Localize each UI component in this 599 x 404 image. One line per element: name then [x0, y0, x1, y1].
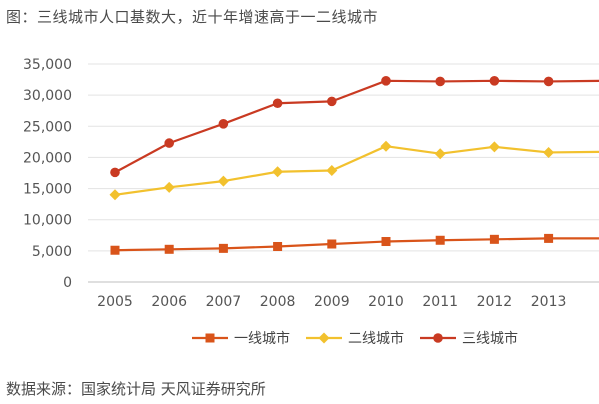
y-tick-label: 5,000 — [32, 244, 72, 260]
data-point — [436, 236, 445, 245]
y-tick-label: 30,000 — [23, 88, 72, 104]
data-point — [326, 165, 337, 176]
y-axis-ticks: 0 5,000 10,000 15,000 20,000 25,000 30,000 35,0… — [23, 57, 72, 291]
data-point — [164, 182, 175, 193]
data-point — [272, 166, 283, 177]
data-point — [165, 245, 174, 254]
y-tick-label: 10,000 — [23, 213, 72, 229]
data-point — [273, 242, 282, 251]
x-tick-label: 2009 — [314, 294, 350, 310]
data-point — [544, 234, 553, 243]
legend-label: 二线城市 — [348, 330, 404, 347]
data-point — [382, 237, 391, 246]
data-point — [327, 240, 336, 249]
x-tick-label: 2011 — [422, 294, 458, 310]
data-point — [490, 76, 500, 86]
x-tick-label: 2005 — [97, 294, 133, 310]
y-tick-label: 0 — [63, 275, 72, 291]
data-point — [111, 246, 120, 255]
legend-label: 三线城市 — [462, 330, 518, 347]
data-point — [544, 77, 554, 87]
legend-marker — [433, 333, 443, 343]
x-tick-label: 2008 — [260, 294, 296, 310]
x-tick-label: 2013 — [531, 294, 567, 310]
data-point — [110, 189, 121, 200]
data-point — [381, 141, 392, 152]
x-tick-label: 2012 — [477, 294, 513, 310]
y-tick-label: 15,000 — [23, 182, 72, 198]
data-point — [219, 244, 228, 253]
x-tick-label: 2007 — [206, 294, 242, 310]
y-tick-label: 25,000 — [23, 119, 72, 135]
legend-marker — [319, 333, 330, 344]
series-line — [115, 238, 599, 250]
data-point — [327, 97, 337, 107]
data-point — [110, 168, 120, 178]
data-point — [218, 176, 229, 187]
x-axis-ticks: 2005200620072008200920102011201220132 — [97, 294, 599, 310]
source-note: 数据来源：国家统计局 天风证券研究所 — [6, 378, 266, 399]
data-point — [543, 147, 554, 158]
data-point — [490, 235, 499, 244]
data-point — [381, 76, 391, 86]
y-tick-label: 35,000 — [23, 57, 72, 73]
series-line — [115, 146, 599, 195]
y-tick-label: 20,000 — [23, 150, 72, 166]
data-point — [219, 119, 229, 129]
data-point — [435, 77, 445, 87]
legend: 一线城市 二线城市 三线城市 — [192, 330, 518, 347]
x-tick-label: 2010 — [368, 294, 404, 310]
legend-marker — [206, 334, 215, 343]
data-point — [489, 141, 500, 152]
legend-label: 一线城市 — [234, 330, 290, 347]
series-lines — [110, 76, 599, 255]
data-point — [273, 98, 283, 108]
x-tick-label: 2006 — [151, 294, 187, 310]
data-point — [164, 138, 174, 148]
